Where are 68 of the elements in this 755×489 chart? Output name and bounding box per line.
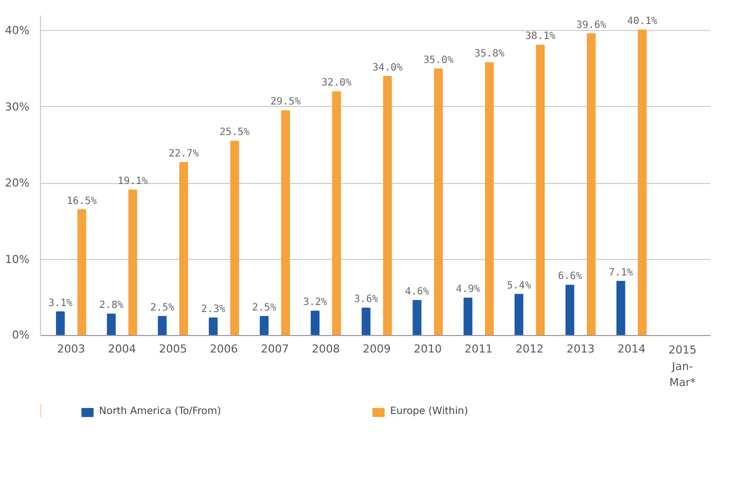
data-label: 3.1% bbox=[48, 298, 72, 309]
data-label: 3.2% bbox=[303, 297, 328, 308]
data-label: 34.0% bbox=[372, 62, 403, 74]
bar bbox=[332, 91, 341, 336]
y-tick-label: 30% bbox=[5, 100, 30, 114]
x-tick-label: 2004 bbox=[108, 342, 136, 356]
x-tick-label: 2013 bbox=[566, 342, 595, 356]
x-tick-label: 2015 Jan- Mar* bbox=[668, 344, 696, 389]
data-label: 6.6% bbox=[558, 271, 582, 282]
bar bbox=[77, 209, 86, 336]
legend-label: North America (To/From) bbox=[99, 406, 222, 417]
bar bbox=[464, 298, 472, 336]
x-tick-label: 2006 bbox=[210, 342, 238, 356]
bar bbox=[514, 294, 524, 336]
y-tick-label: 0% bbox=[12, 328, 30, 342]
data-label: 2.5% bbox=[252, 302, 276, 314]
data-label: 39.6% bbox=[576, 20, 606, 31]
y-tick-label: 10% bbox=[5, 252, 30, 266]
data-label: 35.0% bbox=[423, 54, 454, 66]
x-tick-label: 2003 bbox=[57, 342, 86, 356]
data-label: 4.6% bbox=[404, 286, 430, 298]
data-label: 22.7% bbox=[168, 148, 199, 160]
x-tick-label: 2007 bbox=[260, 342, 289, 356]
bar bbox=[362, 308, 370, 336]
bar bbox=[434, 68, 443, 336]
bar bbox=[383, 76, 392, 336]
bar bbox=[208, 317, 218, 336]
data-label: 40.1% bbox=[627, 16, 658, 27]
data-label: 35.8% bbox=[474, 48, 504, 60]
x-tick-label: 2010 bbox=[414, 342, 442, 356]
data-label: 4.9% bbox=[456, 284, 480, 296]
data-label: 2.8% bbox=[99, 300, 124, 312]
bar bbox=[260, 316, 269, 336]
data-label: 19.1% bbox=[118, 176, 148, 187]
bar bbox=[179, 162, 188, 336]
data-label: 5.4% bbox=[506, 280, 531, 292]
x-tick-label: 2014 bbox=[618, 342, 646, 356]
x-tick-label: 2008 bbox=[312, 342, 340, 356]
bar bbox=[128, 189, 138, 336]
data-label: 3.6% bbox=[354, 294, 378, 306]
x-tick-label: 2011 bbox=[464, 342, 493, 356]
bar bbox=[230, 140, 240, 336]
x-tick-label: 2009 bbox=[362, 342, 391, 356]
bar bbox=[281, 110, 290, 336]
bar bbox=[484, 62, 494, 336]
bar bbox=[412, 300, 422, 336]
bar bbox=[586, 33, 596, 336]
x-tick-label: 2012 bbox=[516, 342, 544, 356]
bar bbox=[106, 314, 116, 336]
data-label: 25.5% bbox=[220, 127, 250, 138]
data-label: 29.5% bbox=[270, 96, 301, 108]
data-label: 38.1% bbox=[525, 31, 556, 42]
data-label: 2.3% bbox=[201, 304, 226, 315]
bar bbox=[638, 29, 647, 336]
bar bbox=[536, 44, 545, 336]
bar bbox=[158, 316, 167, 336]
bar bbox=[56, 311, 65, 336]
data-label: 32.0% bbox=[321, 78, 352, 89]
bar bbox=[310, 310, 320, 336]
legend-label: Europe (Within) bbox=[390, 406, 468, 417]
data-label: 2.5% bbox=[150, 302, 174, 314]
bar bbox=[565, 284, 574, 336]
data-label: 7.1% bbox=[608, 267, 633, 278]
y-tick-label: 20% bbox=[5, 176, 30, 190]
bar bbox=[616, 280, 626, 336]
data-label: 16.5% bbox=[66, 196, 97, 207]
y-tick-label: 40% bbox=[5, 24, 30, 38]
x-tick-label: 2005 bbox=[158, 342, 187, 356]
